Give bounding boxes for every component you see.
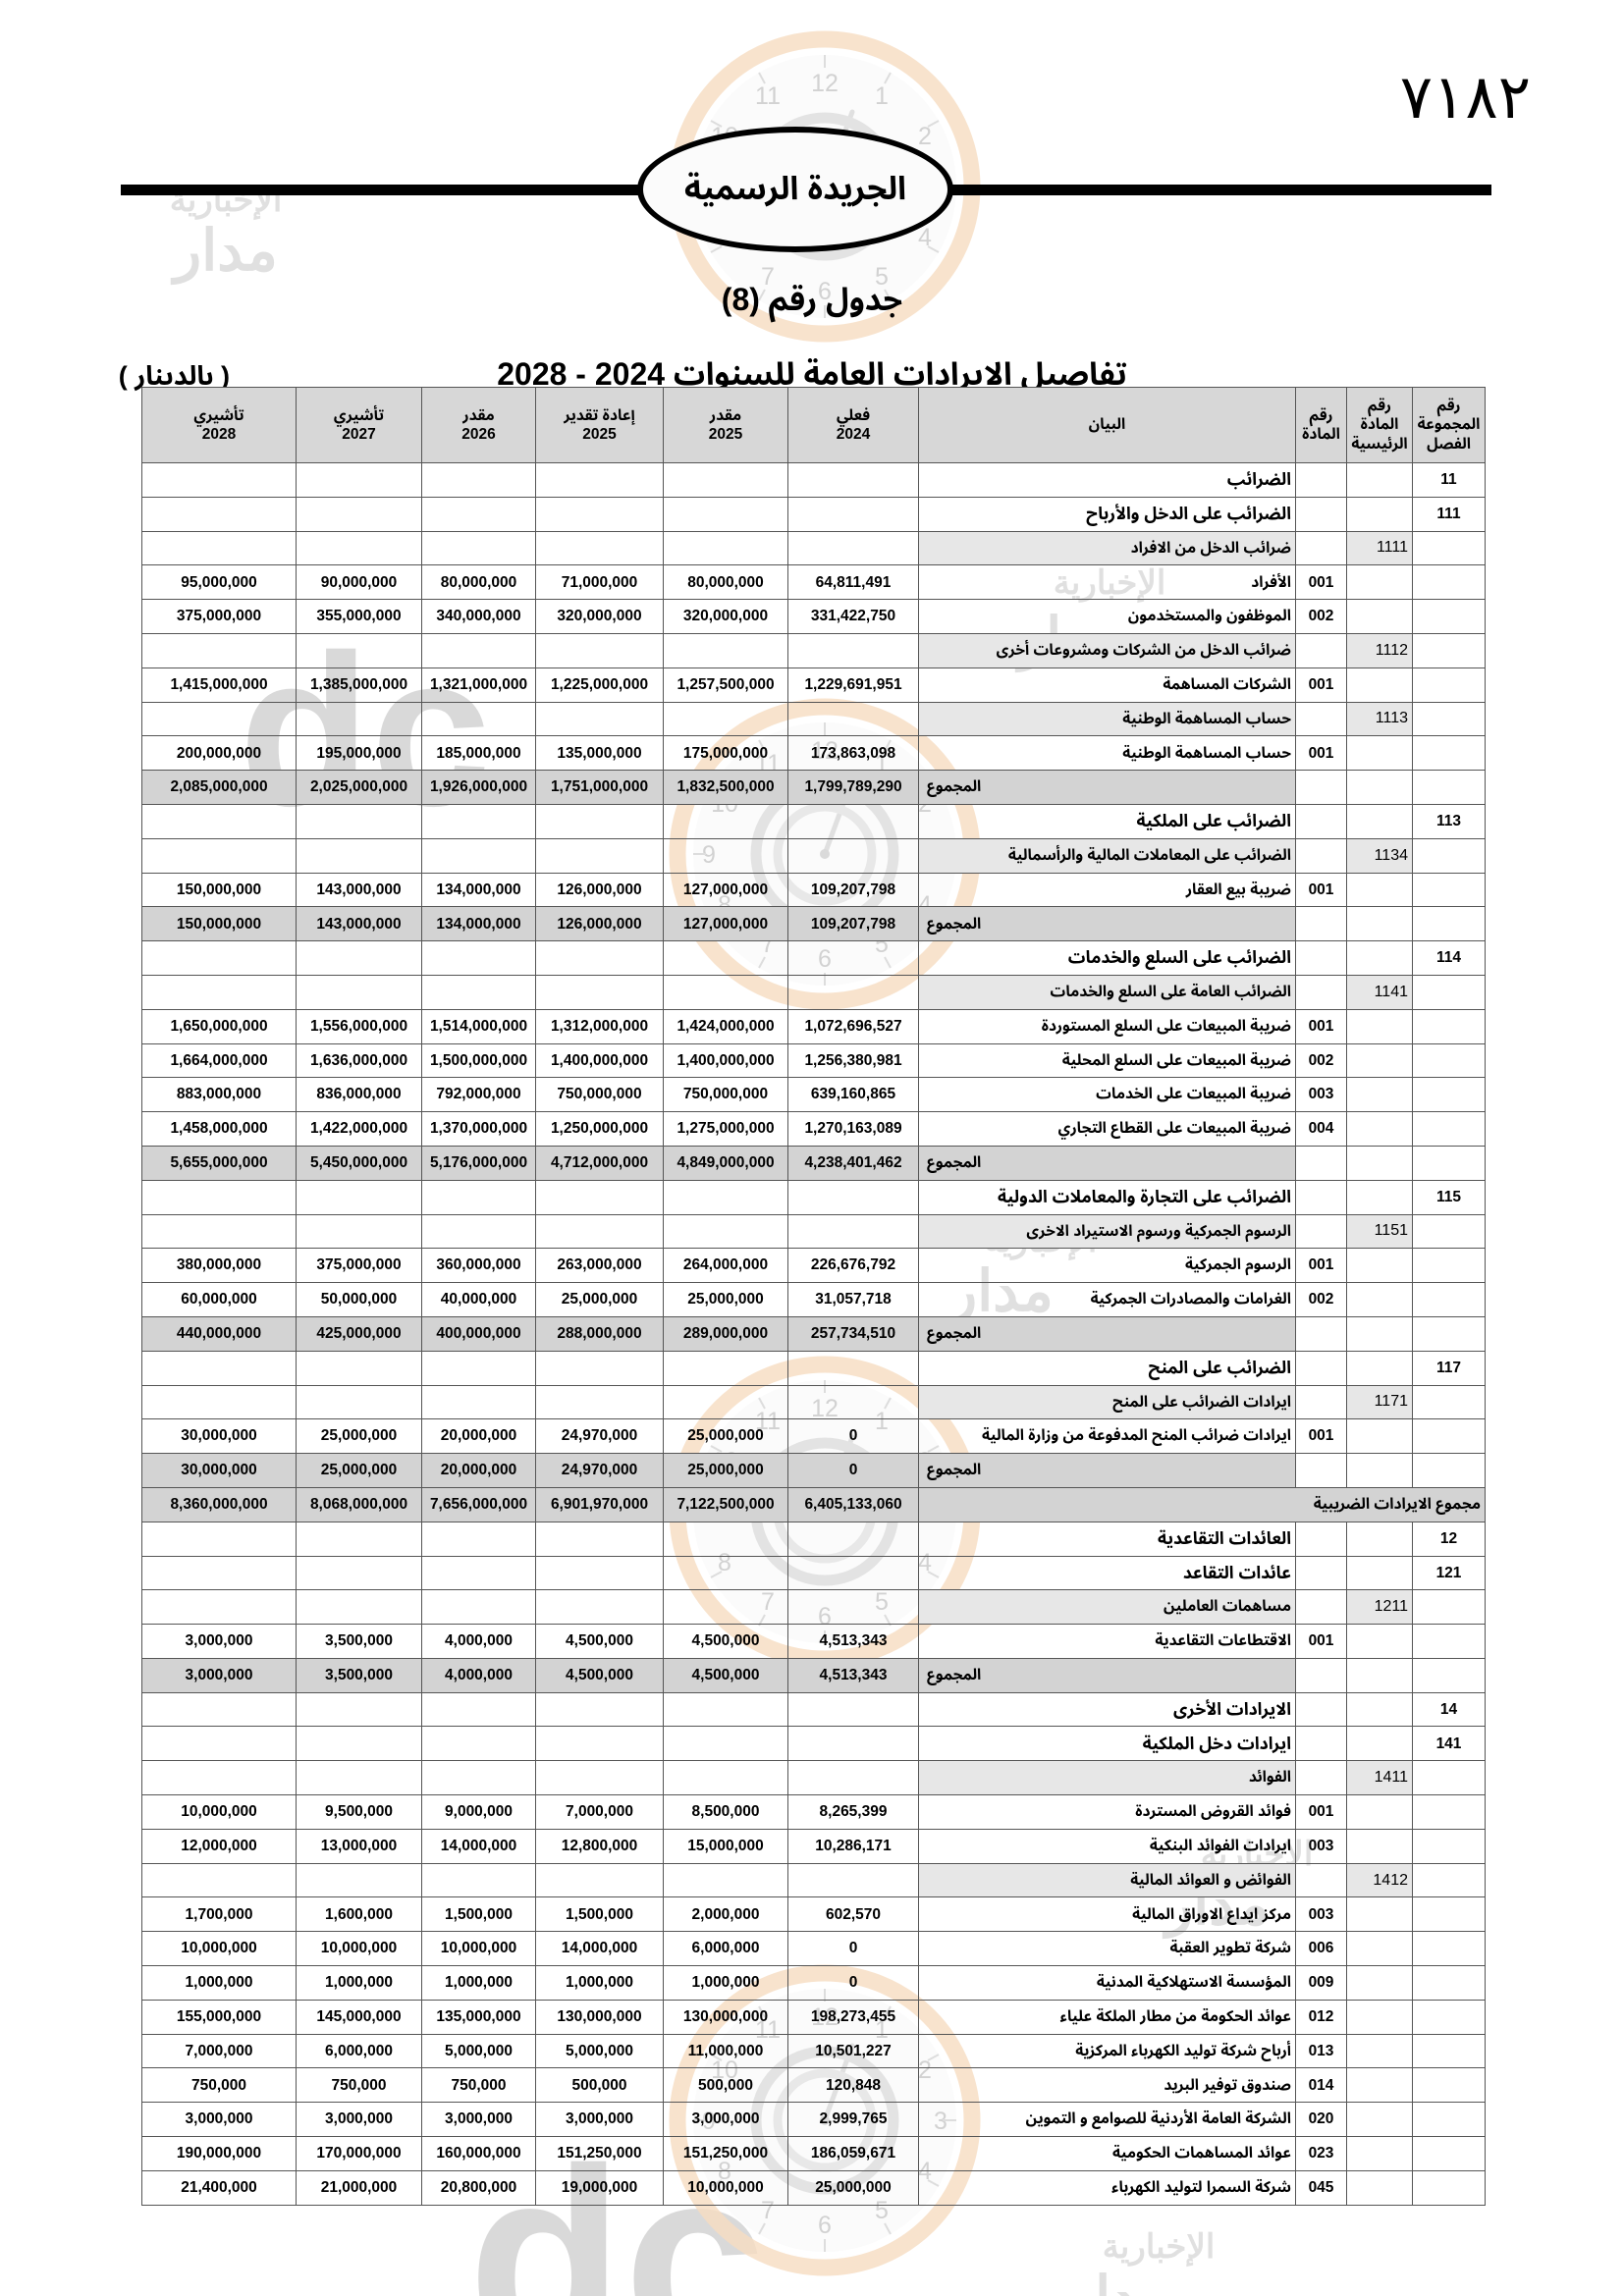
svg-text:الإخبارية: الإخبارية: [1103, 2228, 1216, 2267]
svg-text:مدار: مدار: [1063, 2266, 1171, 2296]
